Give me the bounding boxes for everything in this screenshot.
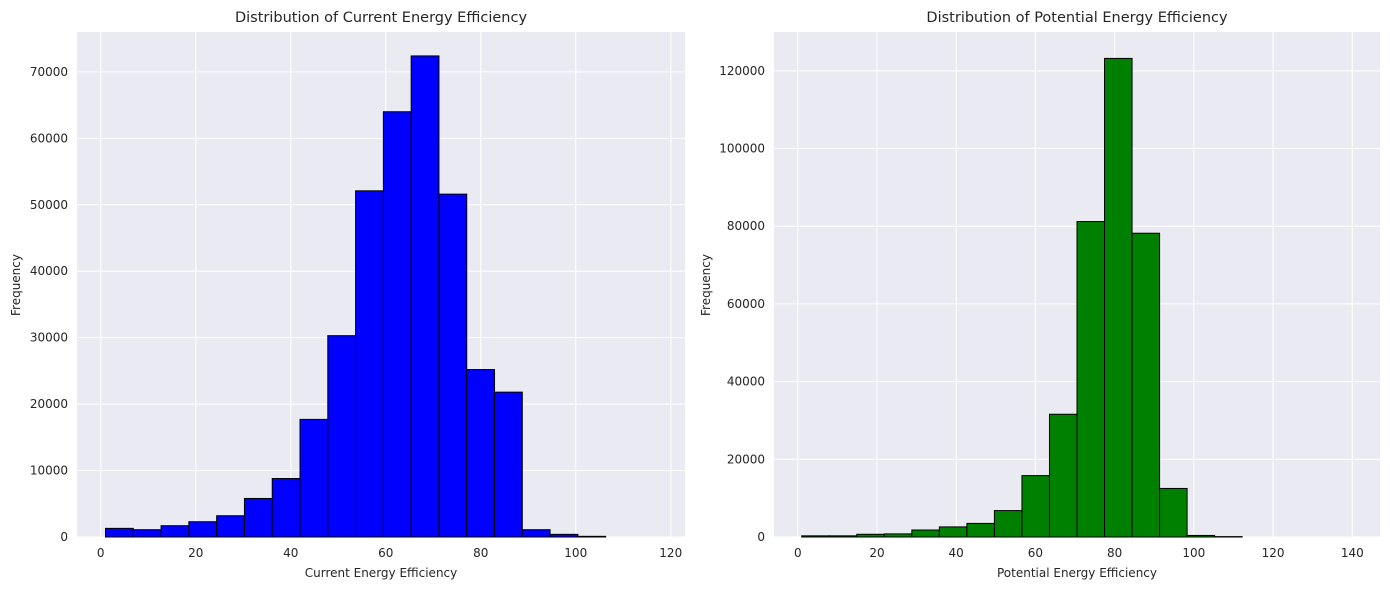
histogram-bar [300, 419, 328, 537]
histogram-bar [1049, 414, 1077, 537]
x-tick-label: 100 [564, 546, 587, 560]
x-tick-label: 0 [794, 546, 802, 560]
x-tick-label: 80 [1107, 546, 1122, 560]
histogram-bar [884, 534, 912, 537]
y-axis-label: Frequency [9, 254, 23, 316]
x-axis-label: Potential Energy Efficiency [997, 566, 1157, 580]
y-tick-label: 20000 [727, 452, 765, 466]
x-tick-label: 20 [869, 546, 884, 560]
x-tick-label: 120 [659, 546, 682, 560]
y-tick-label: 100000 [719, 142, 765, 156]
histogram-bar [1022, 476, 1050, 537]
histogram-bar [1105, 58, 1133, 537]
histogram-bar [967, 523, 995, 537]
histogram-bar [106, 528, 134, 537]
histogram-bar [439, 194, 467, 537]
plot-area [774, 32, 1380, 537]
current-efficiency-histogram: Distribution of Current Energy Efficienc… [9, 10, 685, 580]
histogram-bar [189, 522, 217, 537]
y-tick-label: 80000 [727, 219, 765, 233]
y-tick-label: 40000 [727, 375, 765, 389]
histogram-bar [383, 112, 411, 537]
histogram-bar [1132, 233, 1160, 537]
histogram-bar [356, 191, 384, 537]
histogram-bar [467, 370, 495, 537]
y-tick-label: 70000 [30, 65, 68, 79]
histogram-bar [1187, 535, 1215, 537]
histogram-bar [912, 530, 940, 537]
histogram-bar [1077, 222, 1105, 537]
x-tick-label: 60 [1028, 546, 1043, 560]
y-tick-label: 10000 [30, 464, 68, 478]
x-tick-label: 100 [1182, 546, 1205, 560]
y-tick-label: 0 [757, 530, 765, 544]
histogram-bar [994, 511, 1022, 537]
histogram-bar [939, 527, 967, 537]
histogram-bar [495, 392, 523, 537]
x-tick-label: 60 [378, 546, 393, 560]
y-tick-label: 0 [60, 530, 68, 544]
y-tick-label: 50000 [30, 198, 68, 212]
y-tick-label: 20000 [30, 397, 68, 411]
histogram-bar [244, 498, 272, 537]
histogram-bar [522, 530, 550, 537]
x-tick-label: 140 [1341, 546, 1364, 560]
histogram-bar [328, 336, 356, 537]
histogram-bar [550, 534, 578, 537]
chart-title: Distribution of Potential Energy Efficie… [926, 10, 1228, 26]
x-tick-label: 120 [1262, 546, 1285, 560]
x-tick-label: 0 [97, 546, 105, 560]
chart-title: Distribution of Current Energy Efficienc… [235, 10, 527, 26]
y-tick-label: 30000 [30, 331, 68, 345]
x-axis-label: Current Energy Efficiency [305, 566, 458, 580]
plot-area [77, 32, 685, 537]
x-tick-label: 40 [949, 546, 964, 560]
histogram-bar [161, 526, 189, 537]
histogram-bar [857, 534, 885, 537]
y-tick-label: 60000 [30, 131, 68, 145]
histogram-bar [578, 536, 606, 537]
histogram-bar [802, 536, 830, 537]
y-tick-label: 60000 [727, 297, 765, 311]
x-tick-label: 80 [473, 546, 488, 560]
potential-efficiency-histogram: Distribution of Potential Energy Efficie… [699, 10, 1380, 580]
y-tick-label: 120000 [719, 64, 765, 78]
histogram-bar [829, 536, 857, 537]
y-axis-label: Frequency [699, 254, 713, 316]
histogram-bar [1160, 488, 1188, 537]
x-tick-label: 20 [188, 546, 203, 560]
histogram-bar [411, 56, 439, 537]
histogram-bar [133, 530, 161, 537]
x-tick-label: 40 [283, 546, 298, 560]
histogram-bar [217, 516, 245, 537]
y-tick-label: 40000 [30, 264, 68, 278]
histogram-bar [272, 479, 300, 537]
